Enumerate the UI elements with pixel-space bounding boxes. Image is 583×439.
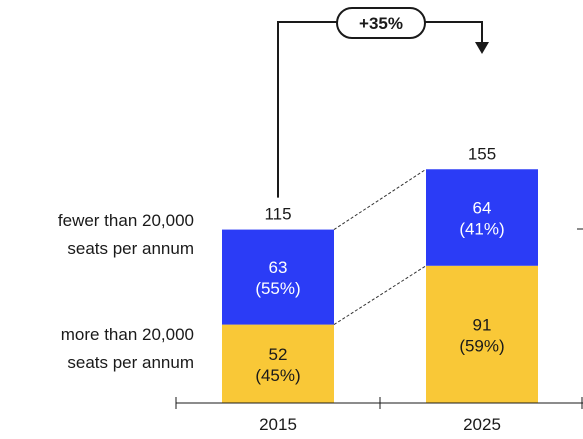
- value-label-2015-fewer: 63: [269, 258, 288, 277]
- bar-2015-fewer-than-20000: [222, 229, 334, 325]
- value-label-2015-more: 52: [269, 345, 288, 364]
- total-label-2015: 115: [264, 205, 291, 224]
- connector-line-top: [333, 168, 427, 230]
- share-label-2015-more: (45%): [255, 366, 300, 385]
- share-label-2015-fewer: (55%): [255, 279, 300, 298]
- growth-badge: [336, 7, 426, 39]
- growth-badge-label: +35%: [359, 14, 403, 33]
- value-label-2025-more: 91: [473, 315, 492, 334]
- legend-fewer-line2: seats per annum: [67, 239, 194, 258]
- legend-more-line1: more than 20,000: [61, 325, 194, 344]
- share-label-2025-more: (59%): [459, 336, 504, 355]
- x-tick-label-2025: 2025: [463, 415, 501, 434]
- total-label-2025: 155: [468, 144, 496, 163]
- share-label-2025-fewer: (41%): [459, 220, 504, 239]
- legend-more-line2: seats per annum: [67, 353, 194, 372]
- bar-2015-more-than-20000: [222, 324, 334, 403]
- arrow-down-icon: [475, 42, 489, 54]
- value-label-2025-fewer: 64: [473, 199, 492, 218]
- bar-2025-fewer-than-20000: [426, 169, 538, 266]
- legend-fewer-line1: fewer than 20,000: [58, 211, 194, 230]
- x-tick-label-2015: 2015: [259, 415, 297, 434]
- connector-line-mid: [333, 265, 427, 326]
- bar-2025-more-than-20000: [426, 265, 538, 403]
